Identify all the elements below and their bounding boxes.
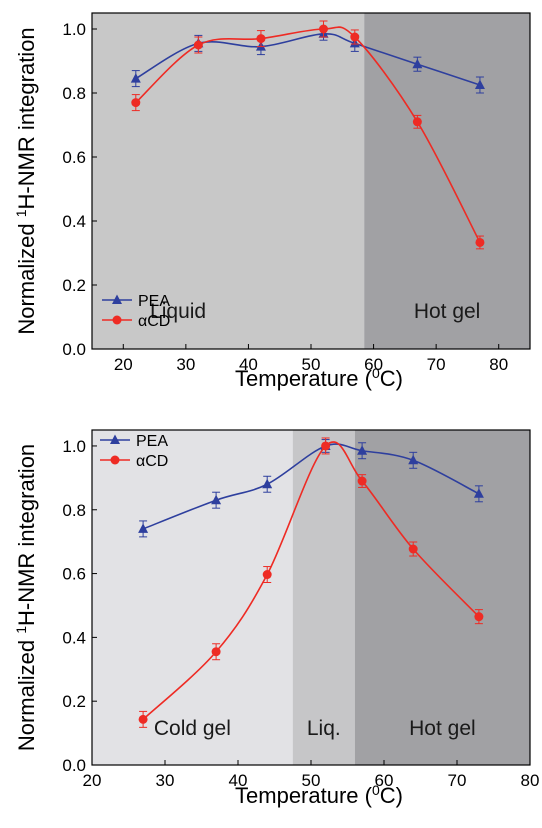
data-point [256,34,266,44]
data-point [319,24,329,34]
series-αCD [138,437,484,728]
y-tick-label: 0.8 [62,501,86,520]
x-tick-label: 20 [83,771,102,790]
y-tick-label: 0.2 [62,692,86,711]
legend-label: PEA [136,433,168,450]
data-point [193,40,203,50]
data-point [474,79,485,89]
legend: PEA αCD [102,293,170,330]
region-2 [364,13,530,349]
data-point [412,58,423,69]
data-point [357,445,368,455]
data-point [262,570,272,580]
y-tick-label: 0.6 [62,148,86,167]
y-tick-label: 1.0 [62,437,86,456]
data-point [475,237,485,247]
legend-marker [110,434,120,444]
y-axis-label: Normalized 1H-NMR integration [13,27,39,334]
x-tick-label: 70 [427,355,446,374]
x-tick-label: 60 [375,771,394,790]
y-tick-label: 0.2 [62,276,86,295]
y-tick-label: 0.4 [62,628,86,647]
data-point [262,478,273,489]
region-2 [292,430,355,765]
y-tick-label: 0.8 [62,84,86,103]
region-label: Liq. [307,717,341,740]
x-tick-label: 30 [156,771,175,790]
data-point [131,98,141,108]
data-point [474,612,484,622]
series-αCD [131,20,485,250]
x-tick-label: 80 [521,771,540,790]
y-axis-label: Normalized 1H-NMR integration [13,444,39,751]
region-label: Hot gel [409,717,476,740]
data-point [130,73,141,83]
y-tick-label: 0.0 [62,756,86,775]
x-tick-label: 40 [239,355,258,374]
data-point [138,714,148,724]
region-1 [92,13,365,349]
data-point [211,647,221,657]
x-tick-label: 60 [364,355,383,374]
x-tick-label: 20 [114,355,133,374]
y-tick-label: 0.6 [62,565,86,584]
data-point [211,494,222,505]
y-tick-label: 0.4 [62,212,86,231]
chart-panel-1: Liquid Hot gel 0.0 0.2 0.4 0.6 0.8 1.0 20 30 40 50 6… [13,12,531,391]
data-point [412,117,422,127]
x-tick-label: 50 [302,355,321,374]
data-point [138,523,149,533]
data-point [357,476,367,486]
x-tick-label: 50 [302,771,321,790]
region-label: Cold gel [154,717,231,740]
data-point [408,454,419,465]
data-point [408,544,418,554]
region-label: Hot gel [414,300,481,323]
x-tick-label: 30 [176,355,195,374]
x-axis-label: Temperature (0C) [235,365,403,391]
x-axis-label: Temperature (0C) [235,782,403,808]
legend: PEA αCD [100,433,168,470]
legend-label: PEA [138,293,170,310]
region-3 [354,430,530,765]
legend-label: αCD [138,313,170,330]
data-point [321,441,331,451]
y-tick-label: 0.0 [62,340,86,359]
legend-marker [112,294,122,304]
chart-panel-2: Cold gel Liq. Hot gel 0.0 0.2 0.4 0.6 0.8 1.0 20 3… [13,429,540,808]
data-point [473,488,484,498]
x-tick-label: 70 [448,771,467,790]
region-1 [92,430,293,765]
legend-marker [112,315,122,325]
x-tick-label: 80 [489,355,508,374]
y-tick-label: 1.0 [62,20,86,39]
data-point [350,32,360,42]
legend-label: αCD [136,453,168,470]
x-tick-label: 40 [229,771,248,790]
region-label: Liquid [150,300,206,323]
legend-marker [110,455,120,465]
